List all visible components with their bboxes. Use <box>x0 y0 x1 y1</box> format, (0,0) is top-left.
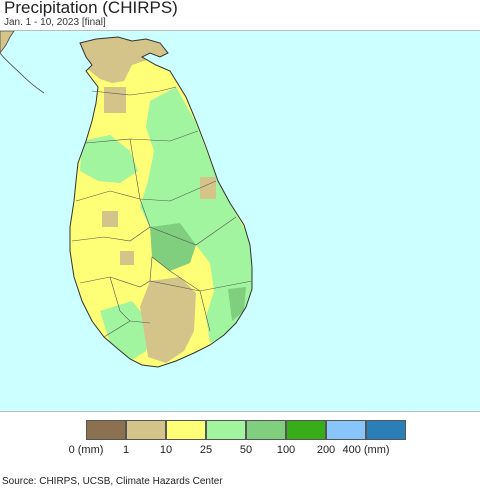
legend-tick-label: 25 <box>199 444 213 456</box>
legend-tick-label: 400 (mm) <box>342 444 390 456</box>
northwest-dry-patch <box>102 211 118 227</box>
central-highland-wet <box>150 223 196 271</box>
legend-tick-label: 10 <box>159 444 173 456</box>
north-dry-zone <box>78 37 175 83</box>
legend-tick-label: 0 (mm) <box>68 444 104 456</box>
legend-tick-label: 100 <box>276 444 296 456</box>
india-coast-line <box>0 52 45 94</box>
map-title: Precipitation (CHIRPS) <box>4 0 178 17</box>
legend-tick-label: 1 <box>122 444 130 456</box>
island-coastline <box>69 36 253 368</box>
legend-swatch <box>326 420 366 440</box>
india-coast <box>0 31 15 54</box>
east-green-zone <box>140 87 252 343</box>
legend-swatch <box>366 420 406 440</box>
legend-swatch <box>206 420 246 440</box>
legend-swatch <box>86 420 126 440</box>
legend-swatch <box>126 420 166 440</box>
legend-swatch <box>166 420 206 440</box>
north-dry-patch <box>104 87 126 113</box>
map-area <box>0 30 480 412</box>
legend-tick-label: 200 <box>316 444 336 456</box>
map-subtitle: Jan. 1 - 10, 2023 [final] <box>4 17 106 28</box>
source-credit: Source: CHIRPS, UCSB, Climate Hazards Ce… <box>2 476 223 487</box>
legend-tick-label: 50 <box>239 444 253 456</box>
west-green-zone <box>80 135 138 183</box>
west-dry-patch <box>120 251 134 265</box>
precipitation-map <box>0 31 253 368</box>
east-coast-dry-patch <box>200 177 216 199</box>
legend-swatch <box>286 420 326 440</box>
south-dry-zone <box>140 277 196 363</box>
district-boundaries <box>71 86 253 338</box>
legend-bar <box>86 420 408 440</box>
legend-swatch <box>246 420 286 440</box>
southeast-wet <box>228 287 246 321</box>
